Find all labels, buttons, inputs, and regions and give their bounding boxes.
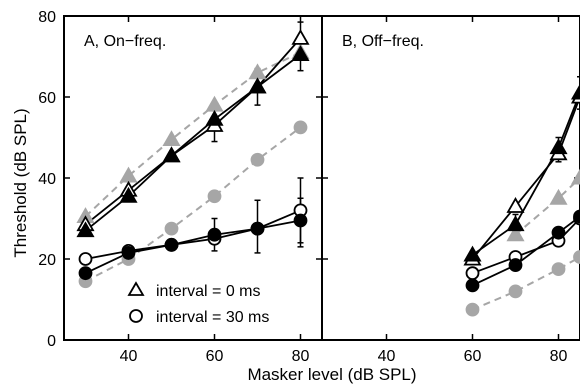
panel-a-triangle-black-point	[248, 77, 267, 94]
panel-a-circle-black-point	[207, 227, 222, 242]
y-tick-label: 20	[38, 252, 56, 269]
panel-a-title: A, On−freq.	[84, 33, 166, 50]
panel-a-circle-gray-point	[293, 120, 308, 135]
panel-a-triangle-gray-point	[162, 130, 181, 147]
panel-b-triangle-gray-series-line	[514, 177, 580, 236]
panel-a-triangle-black-point	[76, 221, 95, 238]
panel-a-circle-black-point	[78, 266, 93, 281]
panel-b-triangle-gray-point	[549, 188, 568, 205]
panel-b-circle-gray-point	[508, 284, 523, 299]
panel-b-circle-gray-point	[573, 250, 580, 264]
legend-circle-marker	[129, 309, 143, 323]
panel-a-plot-area	[76, 21, 310, 289]
panel-b-x-tick-label: 60	[464, 348, 482, 365]
panel-b-circle-black-series-line	[472, 215, 580, 287]
panel-b-triangle-black-point	[549, 138, 568, 155]
panel-a-triangle-black-point	[291, 45, 310, 61]
panel-b-triangle-black-point	[463, 245, 482, 262]
panel-a-circle-gray-series-line	[85, 126, 302, 283]
panel-a-circle-black-point	[250, 221, 265, 236]
panel-a-circle-open-series-line	[85, 209, 301, 260]
panel-b-circle-black-point	[465, 278, 480, 293]
y-tick-label: 80	[38, 9, 56, 26]
y-axis-title: Threshold (dB SPL)	[11, 108, 30, 257]
legend-label: interval = 30 ms	[156, 309, 269, 326]
x-axis-title: Masker level (dB SPL)	[247, 365, 416, 384]
panel-b-circle-black-point	[551, 225, 566, 240]
y-tick-label: 60	[38, 90, 56, 107]
panel-a-circle-open-point	[78, 252, 93, 266]
panel-a-circle-black-point	[293, 213, 308, 228]
panel-a-triangle-open-point	[291, 28, 310, 45]
panel-a-circle-gray-point	[207, 189, 222, 204]
panel-a-triangle-gray-point	[205, 95, 224, 112]
panel-a-circle-black-point	[164, 237, 179, 252]
panel-a-triangle-black-point	[205, 109, 224, 126]
panel-a-triangle-black-point	[119, 186, 138, 203]
panel-b-title: B, Off−freq.	[342, 33, 424, 50]
y-tick-label: 40	[38, 171, 56, 188]
panel-b-x-tick-label: 40	[378, 348, 396, 365]
panel-a-x-tick-label: 60	[206, 348, 224, 365]
panel-b-circle-gray-point	[551, 262, 566, 277]
panel-a-circle-gray-point	[164, 221, 179, 236]
panel-b-triangle-black-point	[506, 215, 525, 232]
panel-a-circle-black-series-line	[85, 219, 301, 274]
panel-b-circle-black-point	[573, 209, 580, 224]
panel-b-circle-gray-point	[465, 302, 480, 317]
data-layer	[76, 21, 580, 317]
panel-b-plot-area	[463, 76, 580, 317]
panel-a-triangle-black-series-line	[84, 53, 302, 232]
panel-b-triangle-open-point	[506, 197, 525, 213]
panel-b-circle-black-point	[508, 258, 523, 272]
legend-label: interval = 0 ms	[156, 283, 260, 300]
panel-a-x-tick-label: 40	[120, 348, 138, 365]
panel-a-circle-black-point	[121, 246, 136, 260]
panel-a-triangle-open-series-line	[84, 37, 302, 226]
axes: 40 60 80 0 20 40 60 80 A, On−freq. 40 60 80 B, Off−f…	[38, 9, 580, 365]
panel-b-triangle-black-point	[570, 83, 580, 100]
panel-a-x-tick-label: 80	[292, 348, 310, 365]
panel-b-triangle-gray-point	[570, 168, 580, 185]
legend-triangle-marker	[127, 281, 145, 296]
legend: interval = 0 ms interval = 30 ms	[127, 281, 269, 326]
panel-a-triangle-black-point	[162, 146, 181, 163]
panel-b-triangle-open-series-line	[471, 96, 580, 260]
panel-b-triangle-gray-point	[506, 225, 525, 242]
panel-a-triangle-gray-point	[248, 63, 267, 80]
panel-b-circle-open-point	[465, 266, 480, 281]
y-tick-label: 0	[47, 333, 56, 350]
panel-a-triangle-gray-series-line	[84, 51, 301, 218]
panel-b-x-tick-label: 80	[550, 348, 568, 365]
panel-a-circle-gray-point	[250, 152, 265, 167]
panel-b-triangle-black-series-line	[471, 92, 580, 256]
